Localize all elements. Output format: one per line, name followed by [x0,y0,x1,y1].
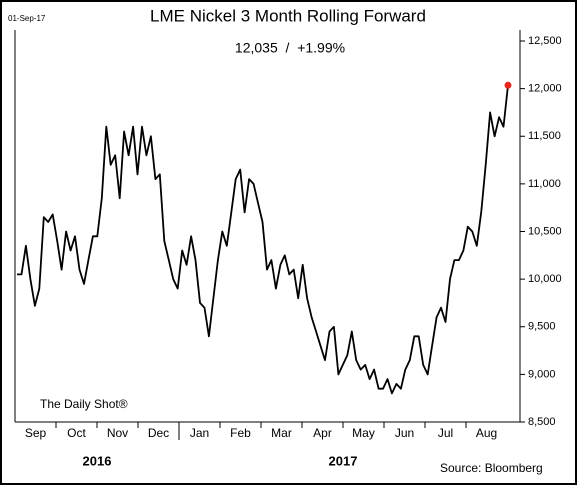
chart-subtitle: 12,035 / +1.99% [235,40,345,56]
x-tick-label: Mar [271,426,292,440]
x-tick-label: Apr [313,426,332,440]
year-label: 2017 [329,453,358,468]
price-line [17,85,509,395]
y-tick-label: 9,500 [528,321,556,333]
y-tick-label: 8,500 [528,416,556,428]
x-tick-label: Sep [25,426,47,440]
y-tick-label: 10,000 [528,273,562,285]
x-tick-label: Oct [67,426,86,440]
watermark: The Daily Shot® [40,397,128,411]
x-tick-label: Jun [395,426,414,440]
y-tick-label: 10,500 [528,225,562,237]
x-tick-label: May [352,426,375,440]
y-tick-label: 12,500 [528,35,562,47]
x-tick-label: Feb [230,426,251,440]
x-tick-label: Dec [148,426,169,440]
y-tick-label: 11,500 [528,130,561,142]
date-label: 01-Sep-17 [8,14,46,23]
x-tick-label: Jul [438,426,453,440]
x-tick-label: Jan [190,426,209,440]
year-label: 2016 [83,453,112,468]
chart-title: LME Nickel 3 Month Rolling Forward [150,6,426,25]
x-tick-label: Aug [476,426,497,440]
y-tick-label: 9,000 [528,368,556,380]
end-point [504,81,512,89]
y-tick-label: 11,000 [528,178,561,190]
y-tick-label: 12,000 [528,83,562,95]
x-tick-label: Nov [107,426,128,440]
source: Source: Bloomberg [440,461,543,475]
